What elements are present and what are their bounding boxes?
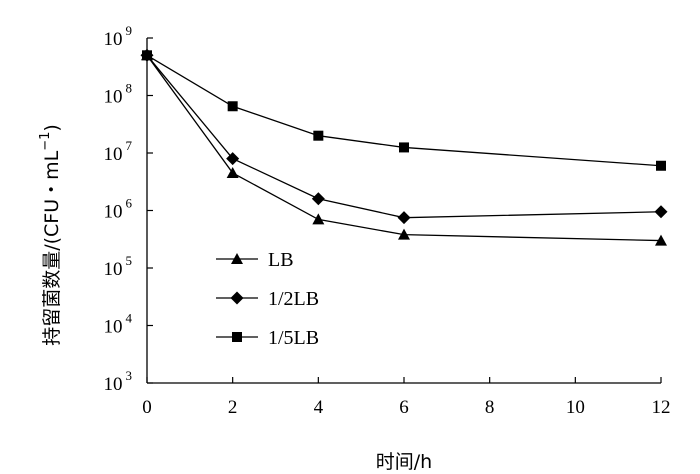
legend-marker bbox=[230, 291, 244, 305]
legend-item: 1/5LB bbox=[216, 327, 319, 349]
data-point bbox=[654, 205, 668, 219]
x-axis-title: 时间/h bbox=[376, 451, 432, 473]
series-layer bbox=[140, 48, 668, 246]
legend-label: LB bbox=[268, 249, 294, 271]
data-point bbox=[398, 228, 410, 240]
legend-marker bbox=[232, 332, 242, 342]
y-axis-title-close: ) bbox=[41, 124, 63, 131]
series-diamond bbox=[140, 48, 668, 225]
data-point bbox=[226, 152, 240, 166]
legend-label: 1/5LB bbox=[268, 327, 319, 349]
data-point bbox=[399, 142, 409, 153]
legend-label: 1/2LB bbox=[268, 288, 319, 310]
axes bbox=[146, 38, 661, 384]
y-axis-title-main: 持留菌数量/(CFU・mL bbox=[41, 150, 63, 345]
data-point bbox=[312, 213, 325, 225]
svg-text:持留菌数量/(CFU・mL−1): 持留菌数量/(CFU・mL−1) bbox=[38, 124, 63, 346]
data-point bbox=[656, 160, 666, 171]
y-tick-label: 10 9 bbox=[104, 23, 133, 50]
y-axis-title: 持留菌数量/(CFU・mL−1) bbox=[38, 124, 63, 346]
data-point bbox=[311, 192, 325, 206]
legend-marker bbox=[231, 253, 243, 264]
x-tick-label: 10 bbox=[566, 397, 585, 418]
y-axis-title-sup: −1 bbox=[38, 132, 53, 151]
y-tick-label: 10 7 bbox=[104, 138, 133, 165]
x-tick-label: 4 bbox=[314, 397, 324, 418]
data-point bbox=[142, 50, 152, 61]
x-tick-label: 0 bbox=[142, 397, 152, 418]
data-point bbox=[313, 130, 324, 141]
data-point bbox=[655, 234, 667, 246]
series-line bbox=[146, 54, 662, 219]
y-tick-label: 10 3 bbox=[104, 368, 133, 395]
legend: LB 1/2LB 1/5LB bbox=[216, 249, 319, 349]
series-square bbox=[142, 50, 666, 171]
data-point bbox=[227, 101, 238, 112]
y-tick-label: 10 5 bbox=[104, 253, 133, 280]
y-tick-label: 10 8 bbox=[104, 81, 133, 108]
data-point bbox=[397, 211, 411, 225]
x-tick-label: 2 bbox=[228, 397, 238, 418]
x-tick-label: 8 bbox=[485, 397, 495, 418]
x-tick-label: 6 bbox=[399, 397, 409, 418]
legend-item: LB bbox=[216, 249, 294, 271]
legend-item: 1/2LB bbox=[216, 288, 319, 310]
data-point bbox=[226, 166, 239, 178]
y-tick-label: 10 4 bbox=[104, 311, 133, 338]
x-tick-label: 12 bbox=[652, 397, 671, 418]
y-tick-label: 10 6 bbox=[104, 196, 133, 223]
ticks: 0 2 4 6 8 10 12 10 3 10 4 10 5 10 6 10 7 10 8 10 9 bbox=[104, 23, 671, 418]
